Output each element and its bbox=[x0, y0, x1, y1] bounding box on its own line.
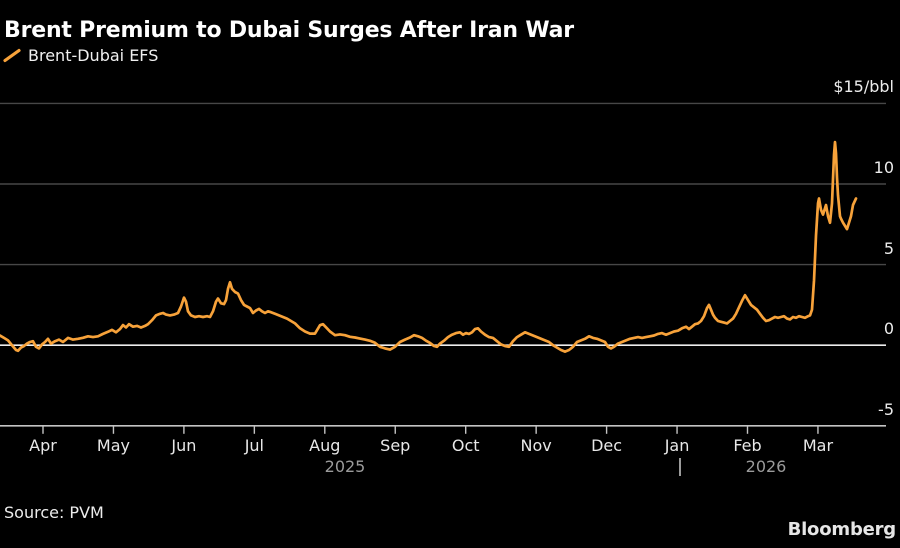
legend: Brent-Dubai EFS bbox=[3, 45, 159, 65]
y-axis-label-15: $15/bbl bbox=[833, 77, 894, 96]
bloomberg-logo: Bloomberg bbox=[787, 519, 897, 540]
x-axis-month-label: Jan bbox=[664, 436, 690, 455]
x-axis-month-label: Jul bbox=[244, 436, 264, 455]
y-axis-label-neg5: -5 bbox=[878, 400, 894, 419]
x-axis-month-label: Jun bbox=[171, 436, 197, 455]
x-axis-month-label: Apr bbox=[29, 436, 57, 455]
y-axis-label-10: 10 bbox=[873, 158, 894, 177]
year-divider-mark bbox=[679, 458, 681, 476]
efs-price-line bbox=[0, 140, 858, 353]
x-axis-month-label: May bbox=[96, 436, 130, 455]
legend-label: Brent-Dubai EFS bbox=[28, 45, 159, 65]
source-note: Source: PVM bbox=[4, 503, 104, 522]
x-axis-month-label: Aug bbox=[309, 436, 341, 455]
x-axis-month-label: Feb bbox=[733, 436, 762, 455]
x-axis-month-label: Nov bbox=[520, 436, 552, 455]
x-axis-month-label: Oct bbox=[451, 436, 480, 455]
y-axis-label-0: 0 bbox=[883, 319, 894, 338]
x-axis-month-labels: Apr May Jun Jul Aug Sep Oct Nov Dec Jan Feb Mar bbox=[0, 436, 900, 456]
year-label-2026: 2026 bbox=[745, 457, 787, 476]
chart-title: Brent Premium to Dubai Surges After Iran… bbox=[4, 17, 574, 43]
x-axis-month-label: Sep bbox=[380, 436, 411, 455]
year-label-2025: 2025 bbox=[324, 457, 366, 476]
x-axis-month-label: Mar bbox=[802, 436, 834, 455]
legend-line-icon bbox=[3, 48, 21, 62]
y-axis-label-5: 5 bbox=[883, 239, 894, 258]
x-axis-month-label: Dec bbox=[591, 436, 623, 455]
